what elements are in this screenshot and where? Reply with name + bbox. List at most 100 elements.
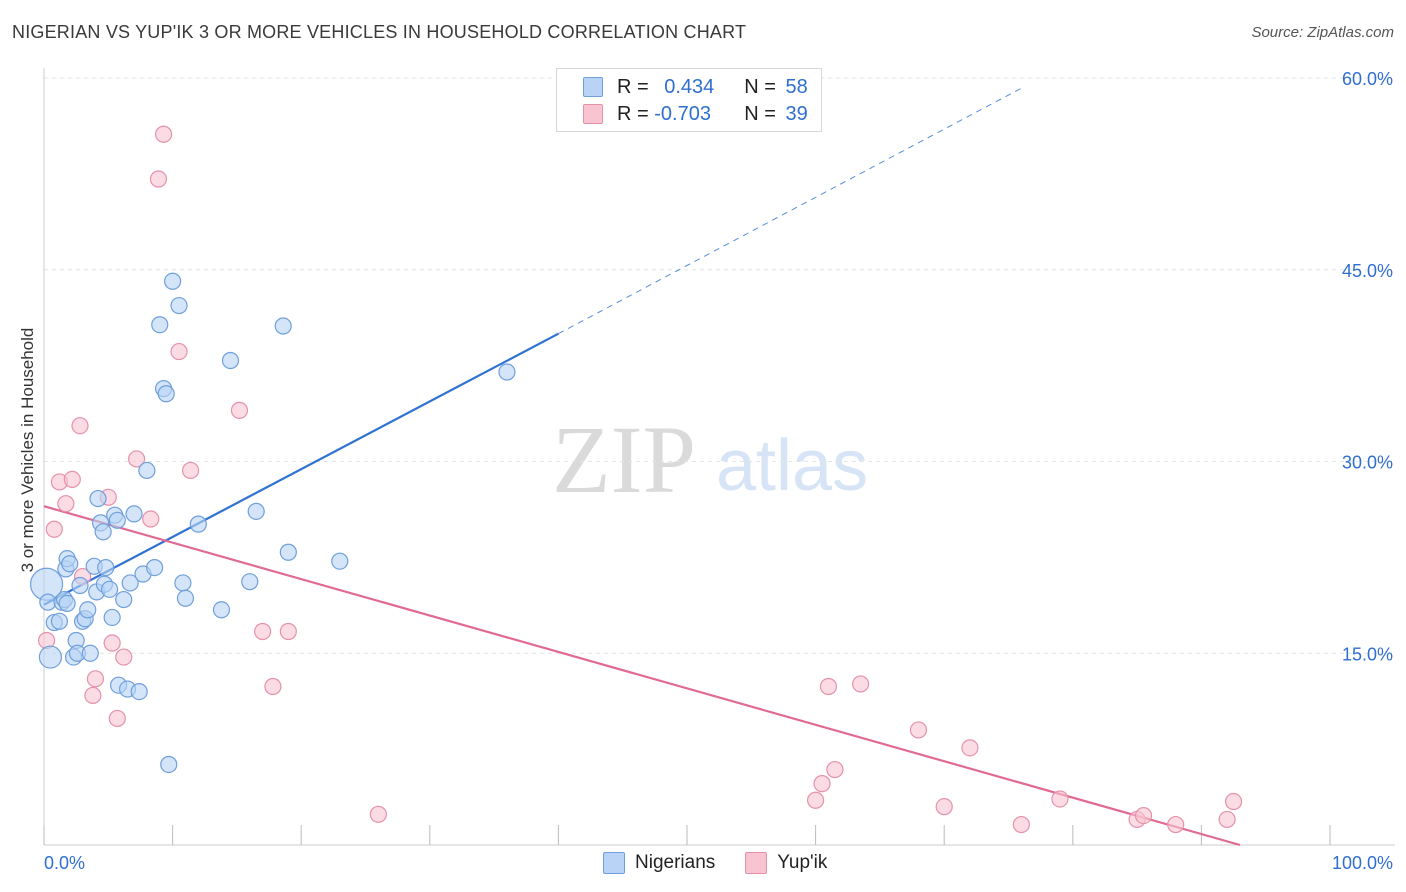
point-yupik — [1134, 806, 1153, 825]
point-nigerians — [241, 573, 259, 591]
legend-r-value: -0.703 — [654, 102, 711, 125]
legend-row-yupik: R = -0.703 N = 39 — [583, 101, 808, 127]
series-legend-yupik: Yup'ik — [745, 852, 827, 874]
point-nigerians — [498, 363, 516, 381]
series-name-nigerians: Nigerians — [635, 852, 716, 873]
point-nigerians — [121, 574, 139, 592]
point-nigerians — [125, 505, 143, 523]
point-yupik — [71, 417, 89, 435]
y-tick-label: 45.0% — [1342, 261, 1393, 281]
point-nigerians — [212, 601, 231, 619]
point-yupik — [806, 791, 825, 809]
point-nigerians — [61, 555, 79, 573]
point-yupik — [935, 798, 953, 816]
trend-line-nigerians — [43, 332, 559, 606]
series-name-yupik: Yup'ik — [777, 852, 828, 873]
point-yupik — [813, 775, 831, 793]
y-tick-label: 15.0% — [1342, 644, 1393, 664]
legend-r-value: 0.434 — [664, 75, 715, 98]
point-nigerians — [100, 580, 119, 598]
point-nigerians — [189, 515, 207, 533]
point-yupik — [57, 495, 75, 513]
point-yupik — [1224, 792, 1243, 811]
point-nigerians — [174, 574, 192, 592]
point-nigerians — [89, 489, 107, 508]
point-nigerians — [151, 316, 169, 334]
series-swatch-blue — [603, 852, 625, 874]
point-yupik — [182, 461, 200, 480]
point-yupik — [45, 520, 63, 538]
series-legend: Nigerians Yup'ik — [603, 852, 857, 874]
x-tick-label: 0.0% — [44, 853, 85, 873]
series-legend-nigerians: Nigerians — [603, 852, 715, 874]
point-yupik — [819, 677, 838, 696]
point-nigerians — [58, 594, 76, 612]
point-nigerians — [50, 612, 69, 630]
source-label: Source: ZipAtlas.com — [1251, 24, 1394, 41]
legend-swatch-blue — [583, 77, 603, 97]
point-nigerians — [164, 272, 182, 290]
point-yupik — [961, 739, 979, 757]
point-yupik — [108, 709, 126, 728]
point-nigerians — [94, 523, 112, 541]
axes — [43, 68, 1395, 846]
point-yupik — [264, 677, 282, 696]
watermark-zip: ZIP — [552, 406, 696, 513]
legend-n-value: 39 — [785, 102, 808, 125]
legend-row-nigerians: R = 0.434 N = 58 — [583, 74, 808, 100]
point-yupik — [149, 170, 168, 188]
watermark-atlas: atlas — [716, 426, 868, 506]
point-nigerians — [130, 682, 148, 701]
point-yupik — [115, 648, 133, 666]
point-nigerians — [38, 645, 63, 669]
point-nigerians — [115, 590, 133, 609]
chart-title: NIGERIAN VS YUP'IK 3 OR MORE VEHICLES IN… — [12, 22, 747, 42]
point-nigerians — [145, 559, 164, 577]
point-yupik — [103, 634, 121, 652]
point-yupik — [826, 760, 844, 779]
point-nigerians — [71, 576, 89, 595]
x-tick-label: 100.0% — [1332, 853, 1393, 873]
y-tick-label: 30.0% — [1342, 453, 1393, 473]
point-nigerians — [81, 644, 99, 662]
point-nigerians — [97, 559, 115, 577]
legend-swatch-pink — [583, 104, 603, 124]
point-yupik — [142, 510, 160, 528]
point-yupik — [63, 470, 81, 488]
point-yupik — [1167, 815, 1185, 834]
point-nigerians — [157, 385, 175, 403]
point-nigerians — [138, 461, 156, 480]
point-yupik — [1051, 790, 1069, 808]
legend-n-value: 58 — [785, 75, 808, 98]
legend-n-label: N = — [744, 75, 782, 98]
point-nigerians — [274, 317, 292, 335]
watermark: ZIP atlas — [552, 406, 868, 513]
tick-labels: 15.0% 30.0% 45.0% 60.0% 0.0% 100.0% — [44, 69, 1393, 873]
point-nigerians — [79, 601, 97, 619]
point-nigerians — [221, 351, 240, 370]
point-yupik — [909, 721, 928, 739]
point-yupik — [230, 401, 249, 419]
y-tick-label: 60.0% — [1342, 69, 1393, 89]
point-yupik — [154, 125, 173, 143]
grid-lines — [44, 77, 1395, 654]
point-yupik — [170, 342, 188, 361]
point-nigerians — [331, 552, 349, 570]
point-nigerians — [170, 296, 188, 315]
legend-n-label: N = — [744, 102, 782, 125]
point-yupik — [127, 450, 146, 468]
point-nigerians — [103, 608, 121, 627]
data-points — [29, 125, 1243, 834]
point-yupik — [279, 622, 297, 641]
point-yupik — [369, 805, 387, 823]
point-nigerians — [247, 502, 265, 520]
series-swatch-pink — [745, 852, 768, 874]
point-yupik — [1012, 815, 1030, 834]
point-yupik — [254, 622, 272, 641]
point-yupik — [84, 686, 102, 705]
point-nigerians — [279, 543, 297, 561]
legend-r-label: R = — [617, 102, 655, 125]
point-nigerians — [108, 511, 126, 529]
point-nigerians — [176, 589, 195, 607]
correlation-legend: R = 0.434 N = 58 R = -0.703 N = 39 — [556, 68, 822, 132]
